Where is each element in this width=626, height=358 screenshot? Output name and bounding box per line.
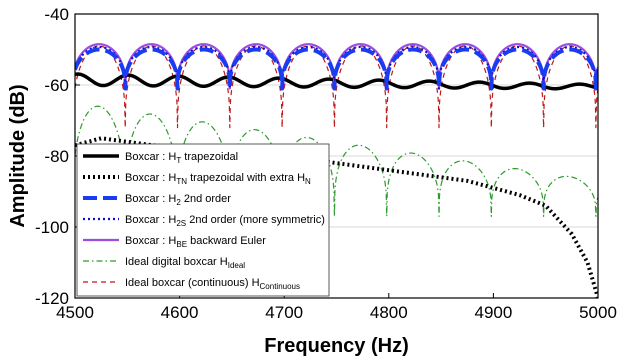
y-tick-label: -40 [44,5,69,24]
legend-label: Ideal boxcar (continuous) HContinuous [125,277,300,291]
legend-label: Boxcar : H2 2nd order [125,193,231,207]
x-tick-label: 4900 [474,303,512,322]
legend-label: Ideal digital boxcar HIdeal [125,256,245,270]
x-tick-label: 4500 [56,303,94,322]
y-tick-label: -100 [35,218,69,237]
x-tick-label: 4700 [265,303,303,322]
legend: Boxcar : HT trapezoidal Boxcar : HTN trap… [76,143,330,297]
series-line-0 [75,72,598,91]
legend-label: Boxcar : HBE backward Euler [125,235,266,249]
legend-label: Boxcar : HT trapezoidal [125,151,238,165]
y-tick-label: -60 [44,76,69,95]
x-tick-label: 5000 [579,303,617,322]
y-axis-label: Amplitude (dB) [7,84,29,227]
series-layer [75,43,598,298]
y-tick-label: -120 [35,289,69,308]
y-tick-label: -80 [44,147,69,166]
series-line-5 [75,105,598,217]
series-line-3 [75,45,598,90]
x-axis-label: Frequency (Hz) [264,335,408,357]
legend-label: Boxcar : H2S 2nd order (more symmetric) [125,214,325,228]
x-tick-label: 4600 [161,303,199,322]
legend-label: Boxcar : HTN trapezoidal with extra HN [125,172,311,186]
axis-ticks: 4500 4600 4700 4800 4900 5000 -40 -60 -80 -100 -12… [35,5,617,322]
series-line-2 [75,47,598,91]
x-tick-label: 4800 [370,303,408,322]
